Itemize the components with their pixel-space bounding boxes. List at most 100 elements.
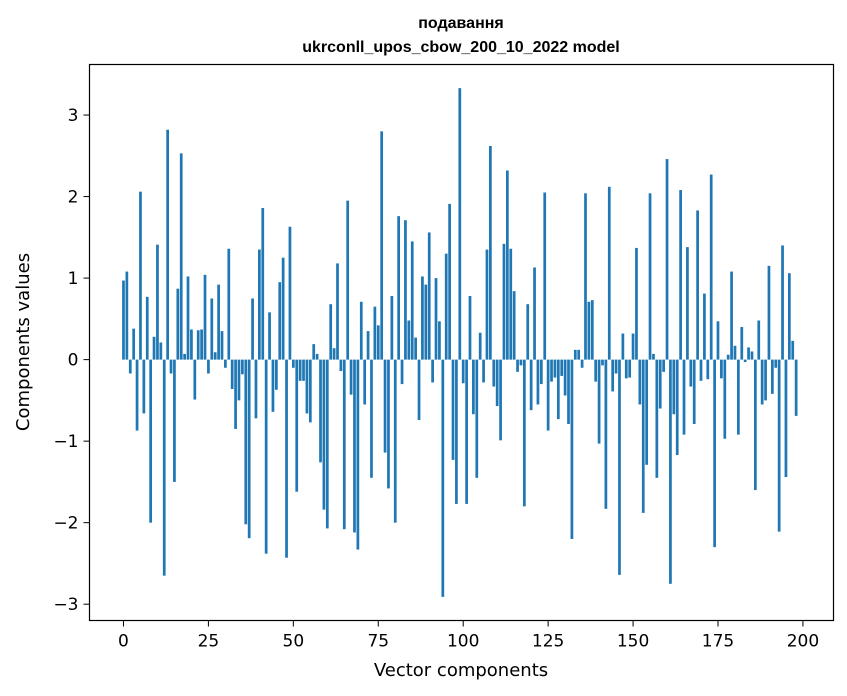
bar xyxy=(461,359,465,384)
bar xyxy=(407,320,411,360)
bar xyxy=(441,359,445,597)
x-tick-label: 75 xyxy=(367,632,389,652)
bar xyxy=(434,278,438,360)
bar xyxy=(747,347,750,360)
chart-title-line-2: ukrconll_upos_cbow_200_10_2022 model xyxy=(302,39,619,56)
x-tick-label: 200 xyxy=(787,632,819,652)
bar xyxy=(675,359,679,455)
bar xyxy=(679,190,682,360)
bar xyxy=(713,359,716,548)
bar xyxy=(645,359,649,465)
bar xyxy=(740,327,744,360)
bar xyxy=(128,359,132,374)
bar xyxy=(560,359,564,376)
bar xyxy=(550,359,553,382)
bar xyxy=(234,359,237,429)
bar xyxy=(730,271,733,360)
bar xyxy=(573,349,577,360)
bar xyxy=(465,359,468,504)
bar xyxy=(278,282,282,360)
bar xyxy=(468,296,472,360)
bar xyxy=(156,244,159,360)
y-tick-label: 1 xyxy=(68,269,79,289)
bar xyxy=(183,353,186,360)
bar xyxy=(618,359,621,575)
bar xyxy=(652,353,655,360)
bar xyxy=(448,203,451,360)
bar xyxy=(217,284,220,360)
bar xyxy=(213,352,217,360)
bar xyxy=(421,276,424,360)
bar xyxy=(424,284,428,360)
bar xyxy=(342,359,346,530)
bar xyxy=(315,353,319,360)
bar xyxy=(312,344,316,360)
bar xyxy=(716,321,720,360)
bar xyxy=(227,248,231,360)
bar xyxy=(325,359,329,529)
bar xyxy=(553,359,557,378)
bar xyxy=(220,331,224,360)
bar xyxy=(353,359,356,533)
bar xyxy=(373,306,377,360)
bar xyxy=(672,359,676,415)
bar xyxy=(258,249,261,360)
bar xyxy=(288,226,292,360)
bar xyxy=(370,359,373,478)
bar xyxy=(224,359,227,368)
bar xyxy=(703,293,706,360)
bar xyxy=(522,359,526,507)
bar xyxy=(482,359,485,383)
bar xyxy=(587,301,591,360)
bar xyxy=(607,186,611,360)
bar xyxy=(285,359,288,558)
bar xyxy=(410,241,414,360)
x-tick-label: 125 xyxy=(532,632,564,652)
bar xyxy=(230,359,234,389)
bar xyxy=(774,359,778,368)
bar xyxy=(251,298,254,360)
bar xyxy=(451,359,455,460)
bar xyxy=(254,359,258,419)
x-tick-label: 175 xyxy=(702,632,734,652)
x-axis-label: Vector components xyxy=(374,660,548,681)
bar xyxy=(475,359,479,478)
bar xyxy=(387,359,390,489)
bar xyxy=(726,354,730,360)
bar xyxy=(777,359,781,532)
bar xyxy=(162,359,166,576)
bar xyxy=(271,359,275,412)
bar xyxy=(438,321,441,360)
bar xyxy=(427,232,431,360)
bar xyxy=(305,359,309,414)
bar xyxy=(648,193,652,360)
bar xyxy=(190,329,193,360)
bar xyxy=(359,301,363,360)
bar xyxy=(614,359,618,374)
bar xyxy=(135,359,139,431)
bar xyxy=(173,359,176,482)
bar xyxy=(159,342,163,360)
bar xyxy=(196,330,200,360)
bar xyxy=(169,359,173,374)
bar xyxy=(784,359,788,478)
y-tick-label: −3 xyxy=(53,595,78,615)
bar xyxy=(764,359,767,401)
bar xyxy=(696,210,699,360)
bar xyxy=(563,359,567,396)
bar xyxy=(244,359,248,525)
bar xyxy=(207,359,210,374)
bar xyxy=(611,359,615,392)
y-tick-label: −2 xyxy=(53,514,78,534)
bar xyxy=(567,359,570,425)
bar xyxy=(186,276,190,360)
bar xyxy=(669,359,672,584)
bar xyxy=(363,359,367,405)
bar xyxy=(346,200,350,360)
bar xyxy=(543,192,547,360)
bar xyxy=(539,359,543,385)
bar xyxy=(302,359,305,381)
bar xyxy=(489,146,492,360)
bar xyxy=(655,359,659,478)
